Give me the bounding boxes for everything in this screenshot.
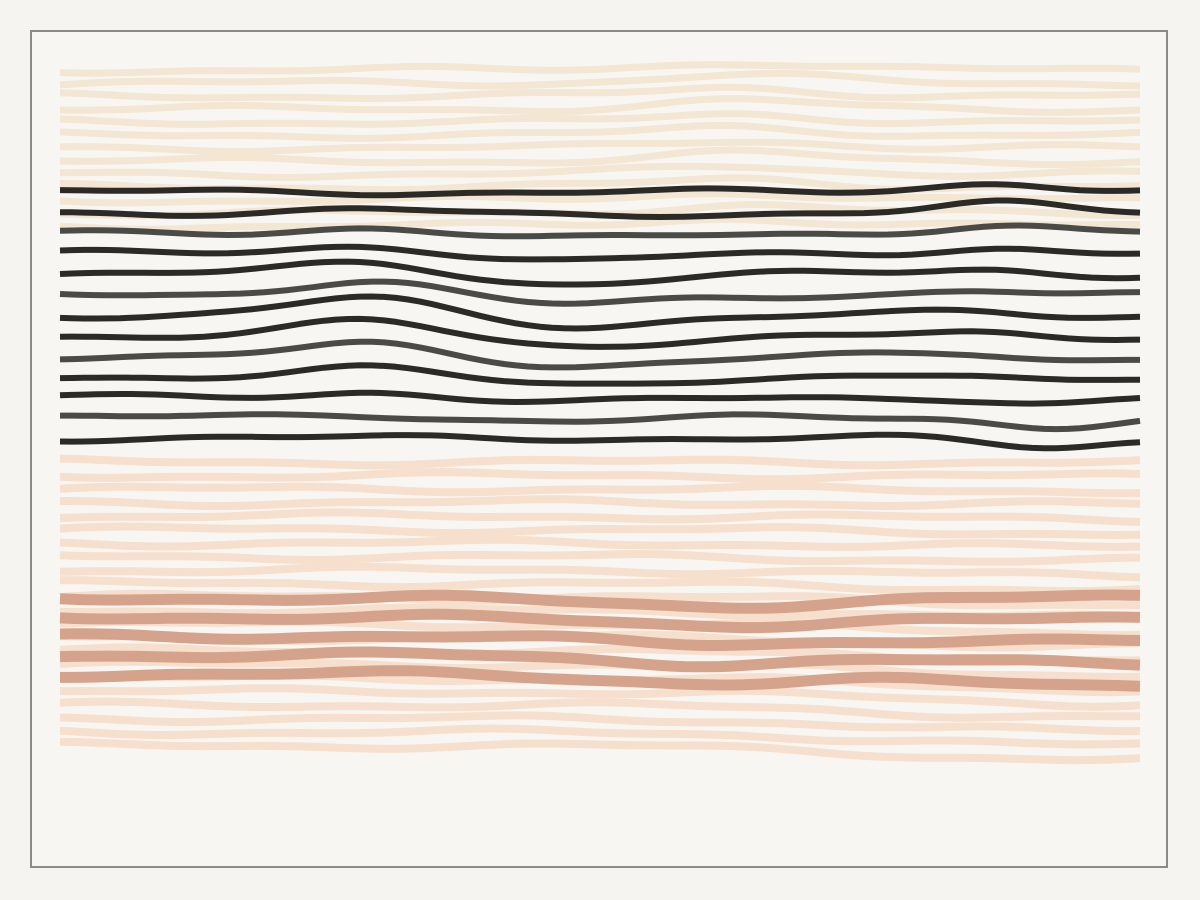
cream-wave-line	[59, 83, 1141, 102]
peach-wave-line	[59, 711, 1140, 735]
dark-wave-line	[59, 431, 1141, 452]
cream-wave-line	[59, 61, 1141, 77]
dark-wave-line	[59, 278, 1141, 307]
peach-wave-line	[59, 454, 1141, 470]
peach-wave-line	[59, 481, 1141, 498]
dark-wave-line	[59, 315, 1141, 350]
dark-wave-line	[59, 389, 1141, 407]
dark-wave-line	[59, 197, 1141, 220]
dark-wave-line	[60, 411, 1141, 433]
peach-wave-line	[59, 737, 1141, 765]
cream-wave-line	[59, 190, 1141, 207]
dark-wave-line	[59, 258, 1141, 288]
peach-wave-line	[59, 535, 1141, 551]
rust-wave-line	[59, 589, 1141, 614]
cream-wave-line	[59, 110, 1141, 128]
dark-wave-line	[59, 243, 1141, 263]
cream-wave-line	[59, 69, 1141, 90]
dark-wave-line	[59, 181, 1141, 199]
peach-wave-line	[59, 697, 1141, 722]
peach-wave-line	[59, 468, 1141, 484]
rust-wave-line	[59, 628, 1141, 651]
dark-wave-line	[59, 362, 1140, 387]
cream-wave-line	[59, 121, 1141, 142]
peach-wave-line	[59, 724, 1141, 749]
cream-wave-line	[60, 162, 1141, 181]
dark-wave-line	[59, 293, 1141, 332]
dark-wave-line	[59, 222, 1141, 240]
cream-wave-line	[59, 146, 1141, 169]
peach-wave-line	[59, 550, 1141, 566]
peach-wave-line	[60, 576, 1141, 595]
peach-wave-line	[59, 684, 1141, 711]
rust-wave-line	[59, 608, 1141, 634]
cream-wave-line	[59, 95, 1141, 116]
rust-wave-line	[60, 665, 1141, 692]
peach-wave-line	[59, 562, 1141, 582]
peach-wave-line	[60, 495, 1141, 511]
dark-wave-line	[59, 338, 1140, 371]
cream-wave-line	[59, 138, 1141, 156]
cream-wave-line	[59, 215, 1141, 233]
rust-wave-line	[59, 646, 1141, 673]
peach-wave-line	[59, 522, 1141, 539]
peach-wave-line	[59, 508, 1141, 526]
